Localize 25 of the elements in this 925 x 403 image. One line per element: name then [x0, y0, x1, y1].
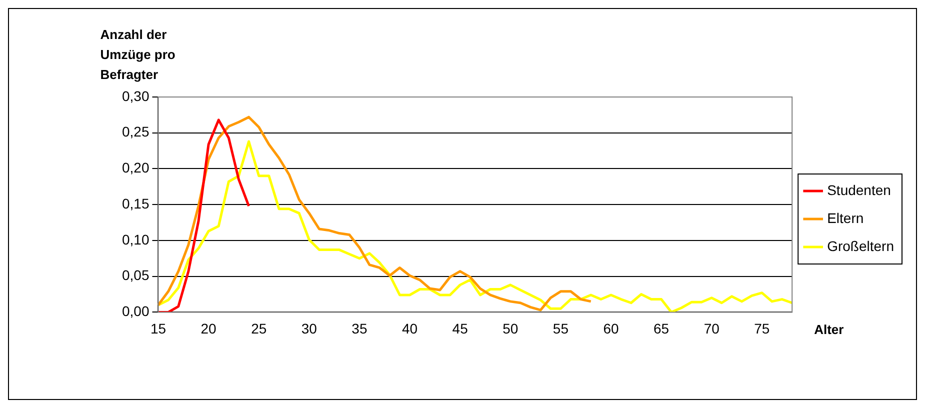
x-tick-label: 50	[502, 320, 518, 336]
x-tick-label: 30	[301, 320, 318, 336]
legend-label: Studenten	[827, 182, 891, 198]
legend-label: Großeltern	[827, 238, 894, 254]
x-tick-label: 40	[402, 320, 418, 336]
y-tick-label: 0,25	[122, 124, 150, 140]
x-tick-label: 55	[552, 320, 569, 336]
x-tick-label: 65	[654, 320, 670, 336]
y-tick-label: 0,05	[122, 267, 150, 284]
y-tick-label: 0,15	[122, 195, 150, 212]
y-axis-title: Anzahl der Umzüge pro Befragter	[100, 27, 176, 82]
y-tick-label: 0,30	[122, 88, 150, 104]
x-tick-label: 75	[754, 320, 770, 336]
y-tick-label: 0,10	[122, 231, 150, 248]
x-axis-title: Alter	[814, 322, 844, 337]
x-tick-label: 60	[603, 320, 619, 336]
y-tick-label: 0,20	[122, 160, 150, 176]
x-tick-label: 35	[352, 320, 368, 336]
x-tick-label: 20	[200, 320, 217, 336]
x-tick-label: 45	[452, 320, 468, 336]
x-tick-label: 70	[704, 320, 720, 336]
x-tick-label: 15	[150, 320, 166, 336]
x-tick-label: 25	[251, 320, 267, 336]
legend-label: Eltern	[827, 210, 864, 226]
y-tick-label: 0,00	[122, 303, 150, 320]
